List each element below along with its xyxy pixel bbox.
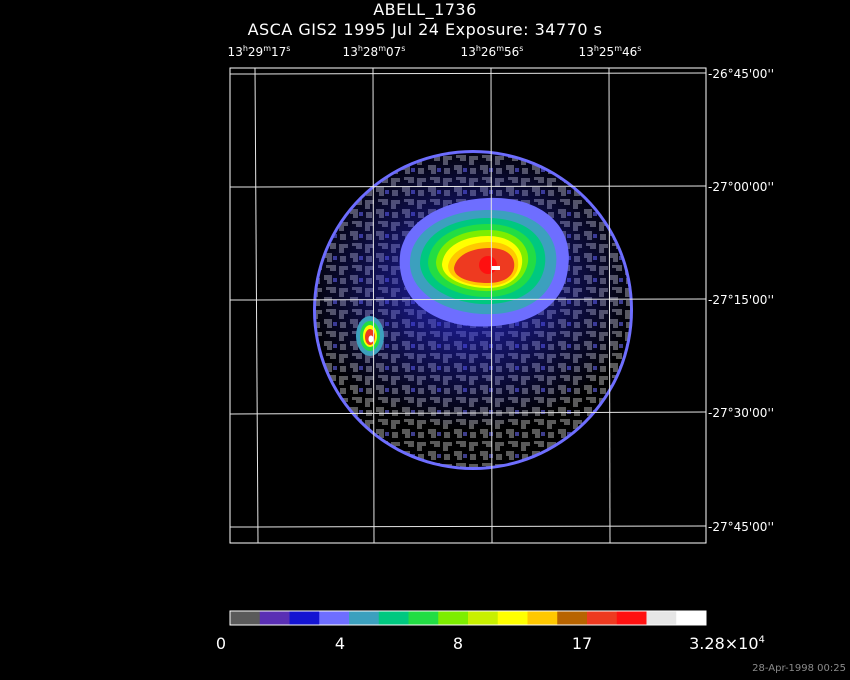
- colorbar-segment: [557, 611, 588, 625]
- colorbar-segment: [497, 611, 528, 625]
- ra-label-1: 13h29m17s: [227, 44, 291, 59]
- colorbar-segment: [289, 611, 320, 625]
- colorbar-segment: [319, 611, 350, 625]
- ra-label-3: 13h26m56s: [460, 44, 524, 59]
- colorbar-segment: [587, 611, 618, 625]
- colorbar-tick-label: 17: [571, 634, 593, 653]
- dec-label-5: -27°45'00'': [708, 520, 775, 534]
- image-subtitle: ASCA GIS2 1995 Jul 24 Exposure: 34770 s: [247, 20, 603, 39]
- colorbar-tick-label: 0: [215, 634, 227, 653]
- image-title: ABELL_1736: [373, 0, 477, 19]
- image-frame: [229, 67, 707, 544]
- colorbar-segment: [646, 611, 677, 625]
- colorbar-segment: [676, 611, 707, 625]
- colorbar-segment: [259, 611, 290, 625]
- ra-label-4: 13h25m46s: [578, 44, 642, 59]
- colorbar-frame: [229, 610, 707, 626]
- dec-label-2: -27°00'00'': [708, 180, 775, 194]
- colorbar-max-label: 3.28×104: [689, 634, 765, 653]
- colorbar-segment: [468, 611, 499, 625]
- colorbar-segment: [349, 611, 380, 625]
- colorbar-segment: [408, 611, 439, 625]
- colorbar-segment: [438, 611, 469, 625]
- colorbar-segment: [527, 611, 558, 625]
- colorbar-segment: [616, 611, 647, 625]
- dec-label-1: -26°45'00'': [708, 67, 775, 81]
- dec-label-3: -27°15'00'': [708, 293, 775, 307]
- point-source: [356, 316, 384, 356]
- colorbar-tick-label: 8: [452, 634, 464, 653]
- dec-label-4: -27°30'00'': [708, 406, 775, 420]
- coordinate-grid: [229, 67, 707, 544]
- colorbar-tick-label: 4: [334, 634, 346, 653]
- ra-label-2: 13h28m07s: [342, 44, 406, 59]
- colorbar: [229, 610, 707, 626]
- timestamp: 28-Apr-1998 00:25: [752, 663, 846, 674]
- colorbar-segment: [378, 611, 409, 625]
- cluster-emission: [399, 197, 569, 327]
- colorbar-segment: [230, 611, 261, 625]
